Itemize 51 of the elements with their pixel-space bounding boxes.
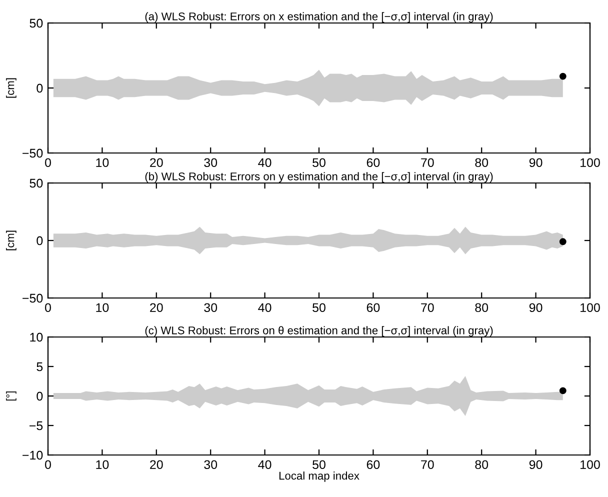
x-tick-label: 100 xyxy=(580,158,600,168)
x-tick-label: 30 xyxy=(204,158,218,168)
y-tick-label: 0 xyxy=(36,236,43,246)
x-tick-label: 50 xyxy=(312,158,326,168)
x-tick-label: 50 xyxy=(312,303,326,312)
x-tick-label: 100 xyxy=(580,460,600,470)
x-tick-label: 20 xyxy=(150,460,163,470)
y-tick-label: 50 xyxy=(30,178,43,188)
x-tick-label: 60 xyxy=(366,460,380,470)
x-tick-label: 80 xyxy=(475,303,488,312)
x-tick-label: 20 xyxy=(150,158,163,168)
x-axis-title: Local map index xyxy=(279,472,360,482)
x-tick-label: 90 xyxy=(529,158,542,168)
x-tick-label: 10 xyxy=(96,460,109,470)
y-tick-label: −50 xyxy=(22,294,43,303)
x-tick-label: 20 xyxy=(150,303,163,312)
y-axis-title: [cm] xyxy=(6,78,16,98)
y-tick-label: 10 xyxy=(30,332,43,342)
x-tick-label: 80 xyxy=(475,158,488,168)
x-tick-label: 70 xyxy=(421,303,434,312)
x-tick-label: 80 xyxy=(475,460,488,470)
x-tick-label: 30 xyxy=(204,303,218,312)
y-tick-label: 5 xyxy=(36,362,43,372)
x-tick-label: 60 xyxy=(366,303,380,312)
y-axis-title: [cm] xyxy=(6,230,16,250)
x-tick-label: 0 xyxy=(45,303,51,312)
x-tick-label: 90 xyxy=(529,303,542,312)
y-tick-label: 0 xyxy=(36,392,43,401)
x-tick-label: 40 xyxy=(258,158,272,168)
x-tick-label: 60 xyxy=(366,158,380,168)
x-tick-label: 0 xyxy=(45,460,51,470)
x-tick-label: 40 xyxy=(258,303,272,312)
x-tick-label: 50 xyxy=(312,460,326,470)
x-tick-label: 100 xyxy=(580,303,600,312)
x-tick-label: 10 xyxy=(96,158,109,168)
chart-title: (a) WLS Robust: Errors on x estimation and the [−σ,σ] interval (in gray) xyxy=(145,12,493,23)
y-tick-label: 0 xyxy=(36,84,43,93)
x-tick-label: 0 xyxy=(45,158,51,168)
y-tick-label: −5 xyxy=(30,421,43,430)
x-tick-label: 90 xyxy=(529,460,542,470)
x-tick-label: 40 xyxy=(258,460,272,470)
x-tick-label: 30 xyxy=(204,460,218,470)
x-tick-label: 10 xyxy=(96,303,109,312)
chart-title: (c) WLS Robust: Errors on θ estimation and the [−σ,σ] interval (in gray) xyxy=(145,326,493,337)
x-tick-label: 70 xyxy=(421,158,434,168)
x-tick-label: 70 xyxy=(421,460,434,470)
y-tick-label: −10 xyxy=(22,450,43,460)
chart-title: (b) WLS Robust: Errors on y estimation and the [−σ,σ] interval (in gray) xyxy=(145,172,493,183)
y-tick-label: −50 xyxy=(22,148,43,158)
y-tick-label: 50 xyxy=(30,18,43,28)
y-axis-title: [°] xyxy=(6,391,16,401)
